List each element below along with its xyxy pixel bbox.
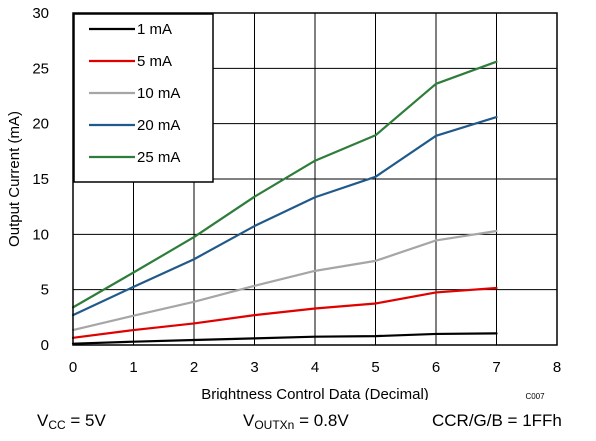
legend-label: 20 mA bbox=[137, 117, 180, 134]
legend: 1 mA 5 mA 10 mA 20 mA 25 mA bbox=[73, 13, 214, 183]
series-line bbox=[71, 115, 498, 317]
legend-label: 10 mA bbox=[137, 85, 180, 102]
condition-voutxn: VOUTXn = 0.8V bbox=[243, 406, 349, 436]
x-tick-label: 5 bbox=[371, 359, 379, 376]
y-tick-label: 10 bbox=[32, 226, 49, 243]
output-current-chart: 0 1 2 3 4 5 6 7 8 0 5 10 15 20 25 30 1 mA 5 mA 10 mA 20 mA… bbox=[6, 5, 561, 400]
test-conditions: VCC = 5V VOUTXn = 0.8V CCR/G/B = 1FFh bbox=[0, 406, 596, 436]
data-series bbox=[71, 60, 498, 345]
condition-vcc: VCC = 5V bbox=[37, 406, 106, 436]
x-axis-label: Brightness Control Data (Decimal) bbox=[201, 386, 429, 400]
x-tick-label: 0 bbox=[69, 359, 77, 376]
x-tick-label: 1 bbox=[129, 359, 137, 376]
y-tick-label: 20 bbox=[32, 116, 49, 133]
vcc-subscript: CC bbox=[48, 418, 66, 432]
legend-label: 25 mA bbox=[137, 149, 180, 166]
vcc-symbol: V bbox=[37, 411, 49, 430]
y-tick-label: 25 bbox=[32, 60, 49, 77]
legend-label: 1 mA bbox=[137, 21, 172, 38]
y-axis-label: Output Current (mA) bbox=[6, 111, 23, 247]
x-tick-label: 2 bbox=[190, 359, 198, 376]
y-tick-label: 5 bbox=[41, 282, 49, 299]
plot-frame bbox=[72, 12, 558, 346]
condition-ccr: CCR/G/B = 1FFh bbox=[432, 411, 562, 430]
legend-box bbox=[73, 13, 214, 183]
y-tick-label: 0 bbox=[41, 337, 49, 354]
vout-value: = 0.8V bbox=[294, 411, 349, 430]
series-line bbox=[71, 60, 498, 309]
series-line bbox=[71, 286, 498, 339]
x-tick-label: 4 bbox=[311, 359, 319, 376]
axis-tick-labels: 0 1 2 3 4 5 6 7 8 0 5 10 15 20 25 30 bbox=[32, 5, 561, 376]
x-tick-label: 7 bbox=[492, 359, 500, 376]
x-tick-label: 3 bbox=[250, 359, 258, 376]
legend-label: 5 mA bbox=[137, 53, 172, 70]
figure-id-label: C007 bbox=[525, 392, 545, 400]
y-tick-label: 15 bbox=[32, 171, 49, 188]
vout-subscript: OUTXn bbox=[254, 418, 295, 432]
y-tick-label: 30 bbox=[32, 5, 49, 22]
x-tick-label: 8 bbox=[553, 359, 561, 376]
vcc-value: = 5V bbox=[65, 411, 106, 430]
x-tick-label: 6 bbox=[432, 359, 440, 376]
series-line bbox=[71, 229, 498, 332]
series-line bbox=[71, 332, 498, 345]
vout-symbol: V bbox=[243, 411, 255, 430]
